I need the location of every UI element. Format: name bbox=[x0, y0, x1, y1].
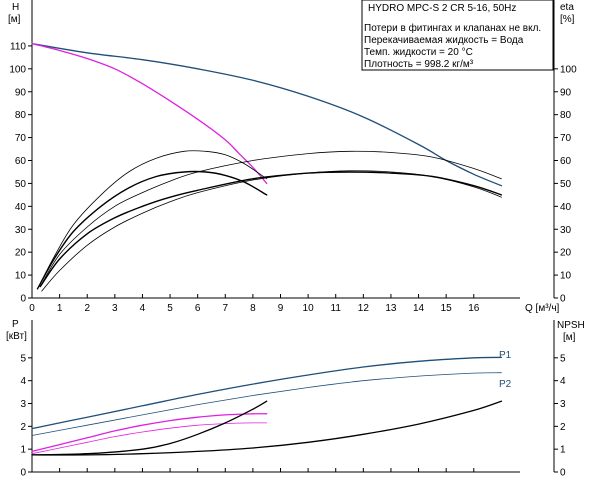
bottom-curves bbox=[31, 356, 503, 456]
y-left-tick-label: 4 bbox=[20, 376, 26, 387]
x-tick-label: 6 bbox=[195, 303, 201, 314]
series-line-1-4 bbox=[31, 400, 268, 456]
npsh-axis-unit: [м] bbox=[563, 332, 576, 343]
y-right-tick-label: 70 bbox=[560, 133, 572, 144]
npsh-axis-title: NPSH bbox=[557, 320, 585, 331]
series-line-0-5 bbox=[39, 150, 502, 287]
info-note-temperature: Темп. жидкости = 20 °C bbox=[364, 47, 473, 58]
y-right-tick-label: 1 bbox=[560, 445, 566, 456]
y-right-tick-label: 50 bbox=[560, 179, 572, 190]
chart-title: HYDRO MPC-S 2 CR 5-16, 50Hz bbox=[368, 3, 516, 14]
y-right-tick-label: 40 bbox=[560, 202, 572, 213]
y-right-tick-label: 20 bbox=[560, 248, 572, 259]
x-tick-label: 10 bbox=[303, 303, 315, 314]
y-left-tick-label: 90 bbox=[15, 87, 27, 98]
x-tick-label: 16 bbox=[468, 303, 480, 314]
y-left-tick-label: 40 bbox=[15, 202, 27, 213]
y-right-tick-label: 5 bbox=[560, 353, 566, 364]
info-box bbox=[361, 0, 554, 71]
x-tick-label: 2 bbox=[84, 303, 90, 314]
series-line-1-5 bbox=[31, 400, 503, 456]
eta-axis-title: eta bbox=[560, 2, 574, 13]
y-left-tick-label: 20 bbox=[15, 248, 27, 259]
head-efficiency-panel: H [м] eta [%] Q [м³/ч] HYDRO MPC-S 2 CR … bbox=[8, 0, 577, 314]
flow-axis-title: Q [м³/ч] bbox=[525, 303, 560, 314]
y-right-tick-label: 2 bbox=[560, 422, 566, 433]
y-left-tick-label: 110 bbox=[10, 41, 26, 52]
x-tick-label: 11 bbox=[331, 303, 342, 314]
y-left-tick-label: 60 bbox=[15, 156, 27, 167]
series-line-1-0 bbox=[31, 356, 503, 430]
y-left-tick-label: 1 bbox=[20, 445, 26, 456]
y-left-tick-label: 100 bbox=[9, 64, 26, 75]
series-line-1-2 bbox=[31, 413, 268, 453]
head-axis-unit: [м] bbox=[8, 14, 21, 25]
power-axis-title: P bbox=[12, 319, 19, 330]
y-left-tick-label: 10 bbox=[15, 271, 27, 282]
x-tick-label: 15 bbox=[441, 303, 453, 314]
y-left-tick-label: 5 bbox=[20, 353, 26, 364]
head-axis-title: H bbox=[12, 2, 19, 13]
y-left-tick-label: 0 bbox=[20, 468, 26, 479]
y-right-tick-label: 100 bbox=[560, 64, 577, 75]
top-curves bbox=[31, 42, 503, 292]
info-note-density: Плотность = 998.2 кг/м³ bbox=[364, 59, 474, 70]
series-line-1-3 bbox=[31, 422, 268, 455]
y-right-tick-label: 0 bbox=[560, 294, 566, 305]
y-right-tick-label: 3 bbox=[560, 399, 566, 410]
y-left-tick-label: 2 bbox=[20, 422, 26, 433]
x-tick-label: 9 bbox=[278, 303, 284, 314]
series-line-0-6 bbox=[41, 170, 502, 292]
y-left-tick-label: 50 bbox=[15, 179, 27, 190]
x-tick-label: 1 bbox=[57, 303, 63, 314]
y-right-tick-label: 60 bbox=[560, 156, 572, 167]
x-tick-label: 14 bbox=[413, 303, 425, 314]
x-tick-label: 3 bbox=[112, 303, 118, 314]
y-left-tick-label: 0 bbox=[20, 294, 26, 305]
series-line-1-1 bbox=[31, 372, 502, 436]
x-tick-label: 0 bbox=[29, 303, 35, 314]
top-ticks: 0 1 2 3 4 5 6 7 8 9 10 11 12 13 14 15 160102030405060708… bbox=[9, 41, 577, 314]
y-right-tick-label: 4 bbox=[560, 376, 566, 387]
y-right-tick-label: 30 bbox=[560, 225, 572, 236]
info-note-liquid: Перекачиваемая жидкость = Вода bbox=[364, 35, 524, 46]
x-tick-label: 5 bbox=[167, 303, 173, 314]
x-tick-label: 4 bbox=[140, 303, 146, 314]
power-axis-unit: [кВт] bbox=[6, 331, 27, 342]
bottom-ticks: 0 1 2 3 4 5 0 1 2 3 4 5 bbox=[20, 353, 566, 478]
series-line-0-3 bbox=[37, 150, 268, 290]
power-npsh-panel: P [кВт] NPSH [м] P1 P2 0 1 2 3 4 5 0 1 2 3 4 5 bbox=[6, 319, 585, 479]
y-right-tick-label: 10 bbox=[560, 271, 572, 282]
series-line-0-1 bbox=[31, 42, 268, 185]
y-left-tick-label: 30 bbox=[15, 225, 27, 236]
y-right-tick-label: 0 bbox=[560, 468, 566, 479]
x-tick-label: 8 bbox=[250, 303, 256, 314]
series-label-p2: P2 bbox=[499, 379, 512, 390]
series-line-0-2 bbox=[36, 170, 268, 290]
y-left-tick-label: 80 bbox=[15, 110, 27, 121]
info-note-fittings: Потери в фитингах и клапанах не вкл. bbox=[364, 22, 541, 34]
eta-axis-unit: [%] bbox=[560, 14, 575, 25]
x-tick-label: 13 bbox=[385, 303, 397, 314]
x-tick-label: 7 bbox=[222, 303, 228, 314]
series-label-p1: P1 bbox=[499, 350, 512, 361]
y-left-tick-label: 70 bbox=[15, 133, 27, 144]
y-right-tick-label: 80 bbox=[560, 110, 572, 121]
series-line-0-0 bbox=[31, 42, 503, 187]
x-tick-label: 12 bbox=[358, 303, 370, 314]
y-left-tick-label: 3 bbox=[20, 399, 26, 410]
y-right-tick-label: 90 bbox=[560, 87, 572, 98]
